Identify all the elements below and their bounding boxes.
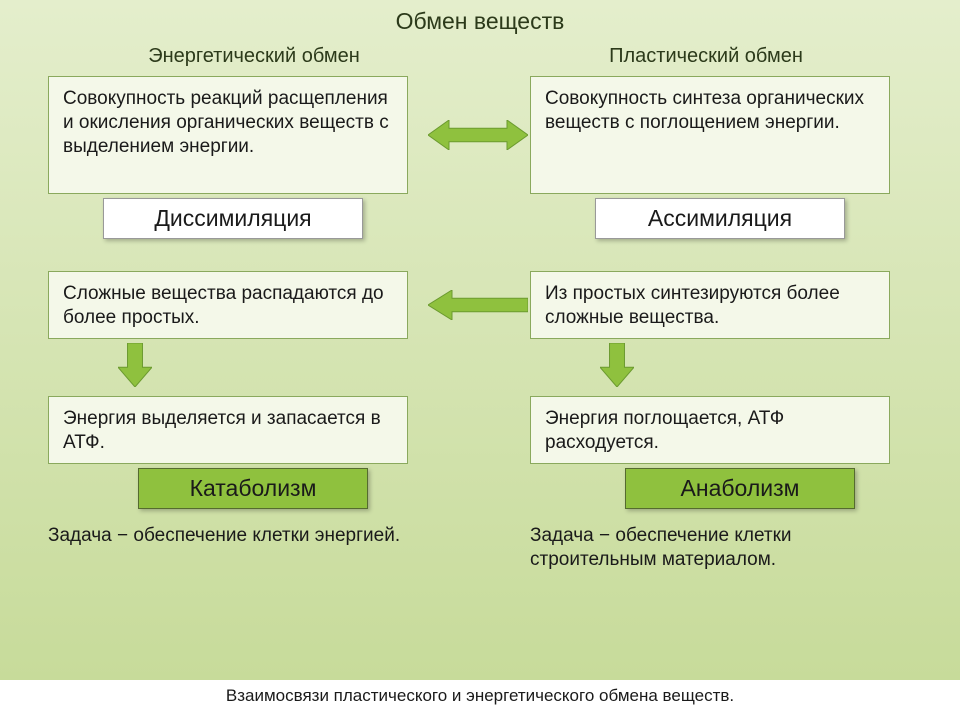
center-double-arrow-icon (428, 120, 528, 150)
left-box-3: Энергия выделяется и запасается в АТФ. (48, 396, 408, 464)
right-subtitle: Пластический обмен (503, 45, 910, 68)
right-label-assimilation: Ассимиляция (595, 198, 845, 239)
main-title: Обмен веществ (28, 8, 932, 35)
caption: Взаимосвязи пластического и энергетическ… (0, 686, 960, 706)
right-column: Совокупность синтеза органических вещест… (480, 76, 932, 636)
left-box-1: Совокупность реакций расщепления и окисл… (48, 76, 408, 194)
subtitles-row: Энергетический обмен Пластический обмен (28, 45, 932, 68)
center-left-arrow-icon (428, 290, 528, 320)
left-subtitle: Энергетический обмен (51, 45, 458, 68)
left-task: Задача − обеспечение клетки энергией. (48, 524, 408, 548)
left-column: Совокупность реакций расщепления и окисл… (28, 76, 480, 636)
right-box-3: Энергия поглощается, АТФ расходуется. (530, 396, 890, 464)
columns: Совокупность реакций расщепления и окисл… (28, 76, 932, 636)
right-down-arrow-icon (600, 343, 634, 387)
right-box-1: Совокупность синтеза органических вещест… (530, 76, 890, 194)
right-label-anabolism: Анаболизм (625, 468, 855, 509)
left-box-2: Сложные вещества распадаются до более пр… (48, 271, 408, 339)
left-label-dissimilation: Диссимиляция (103, 198, 363, 239)
right-box-2: Из простых синтезируются более сложные в… (530, 271, 890, 339)
right-task: Задача − обеспечение клетки строительным… (530, 524, 890, 572)
left-label-catabolism: Катаболизм (138, 468, 368, 509)
left-down-arrow-icon (118, 343, 152, 387)
slide: Обмен веществ Энергетический обмен Пласт… (0, 0, 960, 680)
